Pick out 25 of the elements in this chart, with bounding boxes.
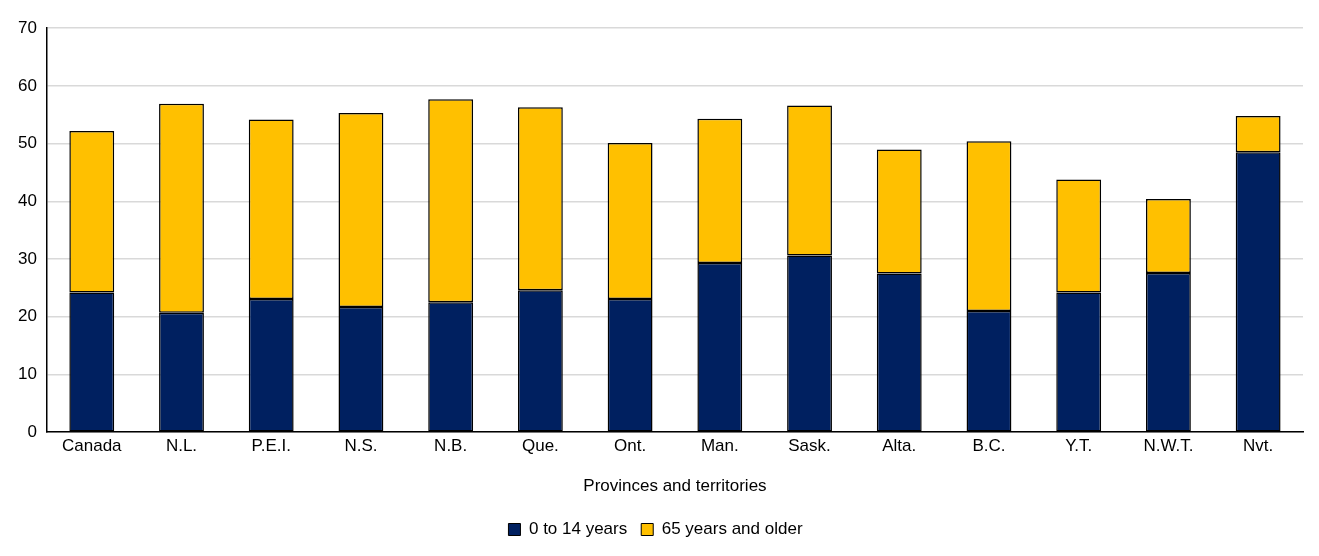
x-tick-label: Y.T. bbox=[1065, 436, 1093, 456]
y-tick-label: 60 bbox=[17, 75, 37, 95]
x-tick-label: P.E.I. bbox=[251, 436, 291, 456]
x-tick-label: N.W.T. bbox=[1143, 436, 1194, 456]
x-tick-label: Que. bbox=[521, 436, 559, 456]
x-axis-title: Provinces and territories bbox=[583, 476, 767, 496]
x-tick-label: Alta. bbox=[882, 436, 917, 456]
x-tick-label: B.C. bbox=[972, 436, 1006, 456]
x-tick-label: Sask. bbox=[788, 436, 831, 456]
x-tick-label: N.S. bbox=[344, 436, 378, 456]
y-tick-label: 0 bbox=[27, 421, 37, 441]
legend-label: 0 to 14 years bbox=[528, 519, 628, 539]
x-tick-label: Nvt. bbox=[1243, 436, 1274, 456]
y-tick-label: 10 bbox=[17, 364, 37, 384]
y-tick-label: 30 bbox=[17, 248, 37, 268]
y-tick-label: 20 bbox=[17, 306, 37, 326]
x-tick-label: Ont. bbox=[614, 436, 647, 456]
x-tick-label: Man. bbox=[700, 436, 739, 456]
y-tick-label: 50 bbox=[17, 133, 37, 153]
y-tick-label: 40 bbox=[17, 191, 37, 211]
y-tick-label: 70 bbox=[17, 17, 37, 37]
x-tick-label: Canada bbox=[61, 436, 123, 456]
x-tick-label: N.B. bbox=[434, 436, 468, 456]
legend-label: 65 years and older bbox=[661, 519, 803, 539]
x-tick-label: N.L. bbox=[165, 436, 198, 456]
